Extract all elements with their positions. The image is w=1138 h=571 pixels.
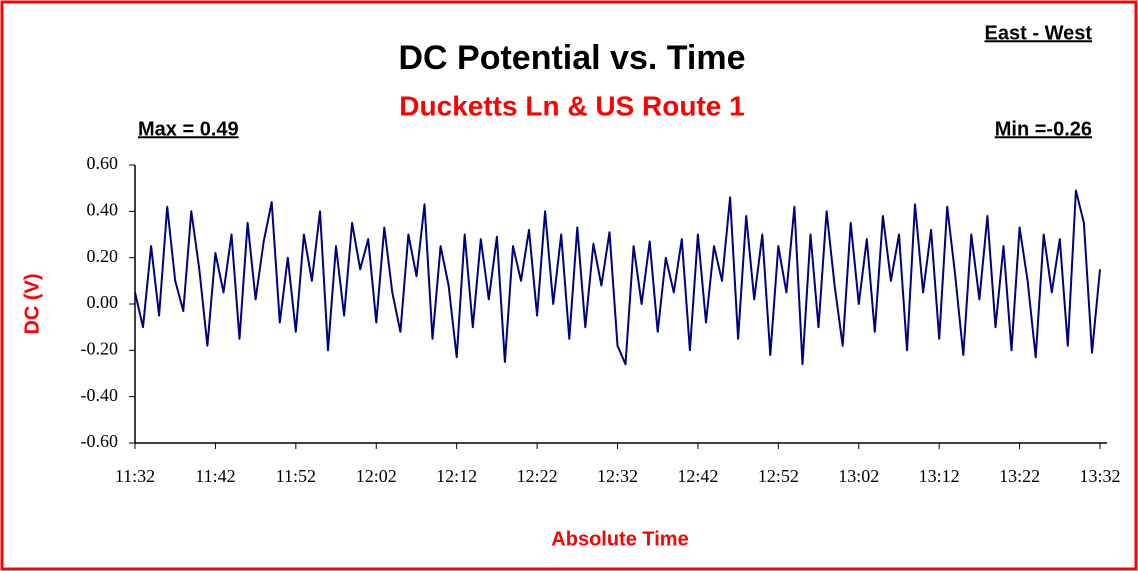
x-tick-label: 13:32 (1079, 466, 1120, 486)
annotation: Min =-0.26 (995, 118, 1092, 140)
x-tick-label: 11:52 (276, 466, 316, 486)
x-axis-label: Absolute Time (551, 528, 688, 550)
x-tick-label: 12:22 (517, 466, 558, 486)
x-tick-label: 13:22 (999, 466, 1040, 486)
y-axis-label: DC (V) (21, 273, 43, 334)
y-tick-label: -0.40 (81, 385, 119, 405)
x-tick-label: 13:12 (919, 466, 960, 486)
x-tick-label: 12:42 (677, 466, 718, 486)
y-tick-label: 0.40 (87, 199, 119, 219)
x-tick-label: 11:42 (195, 466, 235, 486)
x-tick-label: 11:32 (115, 466, 155, 486)
x-tick-label: 12:02 (356, 466, 397, 486)
y-tick-label: 0.00 (87, 292, 119, 312)
x-tick-label: 12:52 (758, 466, 799, 486)
y-tick-label: 0.60 (87, 153, 119, 173)
chart-subtitle: Ducketts Ln & US Route 1 (399, 90, 744, 121)
annotation: East - West (985, 22, 1093, 44)
x-tick-label: 13:02 (838, 466, 879, 486)
y-tick-label: 0.20 (87, 246, 119, 266)
data-line (134, 189, 1101, 366)
x-tick-label: 12:32 (597, 466, 638, 486)
y-tick-label: -0.20 (81, 338, 119, 358)
annotation: Max = 0.49 (138, 118, 239, 140)
chart-title: DC Potential vs. Time (398, 39, 745, 77)
x-tick-label: 12:12 (436, 466, 477, 486)
y-tick-label: -0.60 (81, 431, 119, 451)
